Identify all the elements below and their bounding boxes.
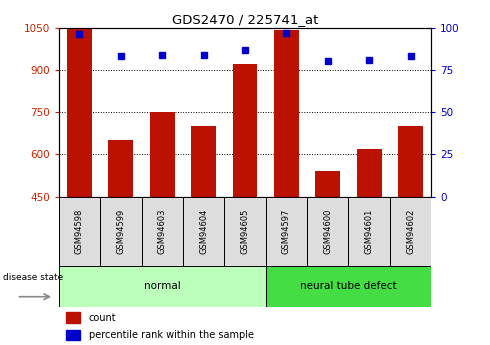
Bar	[274, 30, 299, 197]
Bar	[307, 197, 348, 266]
Bar	[150, 112, 174, 197]
Bar	[390, 197, 431, 266]
Bar	[108, 140, 133, 197]
Bar	[67, 28, 92, 197]
Bar	[66, 312, 80, 323]
Title: GDS2470 / 225741_at: GDS2470 / 225741_at	[172, 13, 318, 27]
Text: percentile rank within the sample: percentile rank within the sample	[89, 330, 254, 340]
Text: normal: normal	[144, 282, 181, 291]
Text: GSM94604: GSM94604	[199, 208, 208, 254]
Text: GSM94600: GSM94600	[323, 208, 332, 254]
Bar	[191, 126, 216, 197]
Text: GSM94597: GSM94597	[282, 208, 291, 254]
Text: GSM94598: GSM94598	[75, 208, 84, 254]
Text: neural tube defect: neural tube defect	[300, 282, 397, 291]
Text: disease state: disease state	[3, 273, 63, 282]
Text: GSM94602: GSM94602	[406, 208, 415, 254]
Bar	[224, 197, 266, 266]
Bar	[357, 149, 382, 197]
Bar	[316, 171, 340, 197]
Bar	[59, 197, 100, 266]
Bar	[266, 197, 307, 266]
Text: GSM94601: GSM94601	[365, 208, 374, 254]
Bar	[66, 330, 80, 341]
Bar	[348, 197, 390, 266]
Text: GSM94605: GSM94605	[241, 208, 249, 254]
Bar	[142, 197, 183, 266]
Text: count: count	[89, 313, 116, 323]
Bar	[266, 266, 431, 307]
Bar	[398, 126, 423, 197]
Bar	[59, 266, 266, 307]
Text: GSM94603: GSM94603	[158, 208, 167, 254]
Bar	[183, 197, 224, 266]
Bar	[100, 197, 142, 266]
Bar	[233, 64, 257, 197]
Text: GSM94599: GSM94599	[116, 208, 125, 254]
